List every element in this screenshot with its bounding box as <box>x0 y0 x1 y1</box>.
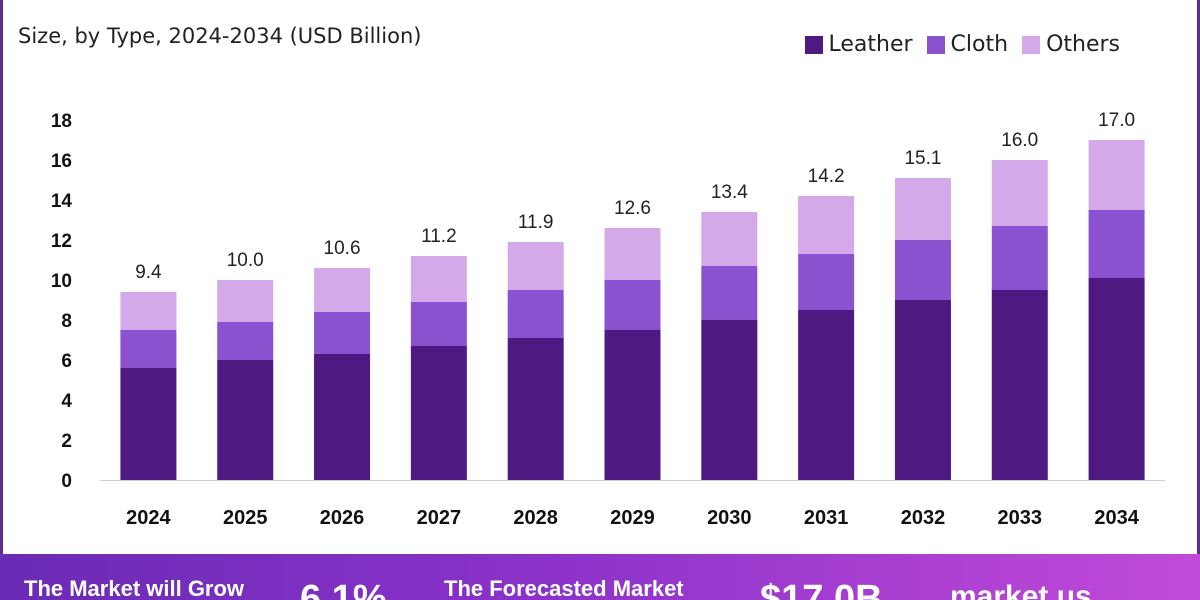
bar-segment-others <box>1088 140 1145 210</box>
bar-segment-others <box>217 280 274 322</box>
legend-label-others: Others <box>1046 32 1120 57</box>
bar-segment-others <box>991 160 1048 226</box>
y-tick-label: 12 <box>51 231 72 252</box>
bar-segment-leather <box>894 300 951 480</box>
y-tick-label: 4 <box>61 391 72 412</box>
legend-item-leather: Leather <box>804 32 913 57</box>
chart-legend: Leather Cloth Others <box>804 32 1120 57</box>
bar-total-label: 12.6 <box>614 198 651 219</box>
bar-segment-cloth <box>1088 210 1145 278</box>
bar-segment-leather <box>798 310 855 480</box>
bar-segment-others <box>314 268 371 312</box>
bar-segment-leather <box>120 368 177 480</box>
y-tick-label: 8 <box>61 311 72 332</box>
bar-segment-cloth <box>894 240 951 300</box>
legend-swatch-others <box>1022 35 1041 54</box>
bar-segment-cloth <box>701 266 758 320</box>
bar-segment-cloth <box>507 290 564 338</box>
legend-label-leather: Leather <box>828 32 913 57</box>
x-tick-label: 2027 <box>417 507 462 529</box>
x-tick-label: 2024 <box>126 507 171 529</box>
chart-subtitle: Size, by Type, 2024-2034 (USD Billion) <box>18 24 422 48</box>
x-tick-label: 2034 <box>1094 507 1139 529</box>
bar-segment-others <box>604 228 661 280</box>
x-tick-label: 2029 <box>610 507 655 529</box>
bar-segment-others <box>701 212 758 266</box>
footer-banner: The Market will Grow 6.1% The Forecasted… <box>0 554 1200 600</box>
x-tick-label: 2025 <box>223 507 268 529</box>
y-tick-label: 2 <box>61 431 72 452</box>
bar-total-label: 11.9 <box>518 212 554 233</box>
legend-swatch-cloth <box>926 35 945 54</box>
bar-segment-leather <box>507 338 564 480</box>
bar-segment-cloth <box>314 312 371 354</box>
legend-swatch-leather <box>804 35 823 54</box>
footer-grow-text: The Market will Grow <box>24 576 245 600</box>
stacked-bar-chart: 0 2 4 6 8 10 12 14 16 18 9.4 2024 10.0 2025 10.6 2026 11… <box>51 110 1165 529</box>
bar-segment-cloth <box>798 254 855 310</box>
bar-total-label: 10.6 <box>324 238 361 259</box>
bar-segment-leather <box>604 330 661 480</box>
bar-total-label: 13.4 <box>711 182 748 203</box>
footer-forecast-value: $17.0B <box>760 578 883 600</box>
x-tick-label: 2033 <box>998 507 1043 529</box>
footer-brand-logo: market.us <box>950 580 1092 600</box>
y-tick-label: 14 <box>51 191 73 212</box>
bar-segment-leather <box>217 360 274 480</box>
x-tick-label: 2026 <box>320 507 365 529</box>
bar-segment-cloth <box>410 302 467 346</box>
bar-segment-others <box>798 196 855 254</box>
footer-cagr-value: 6.1% <box>300 578 387 600</box>
bar-total-label: 9.4 <box>135 262 162 283</box>
bar-segment-leather <box>701 320 758 480</box>
bar-total-label: 10.0 <box>227 250 264 271</box>
y-tick-label: 18 <box>51 111 72 132</box>
x-tick-label: 2031 <box>804 507 849 529</box>
bar-segment-cloth <box>217 322 274 360</box>
bar-segment-leather <box>991 290 1048 480</box>
bar-total-label: 14.2 <box>808 166 845 187</box>
bar-segment-cloth <box>604 280 661 330</box>
y-tick-label: 6 <box>61 351 72 372</box>
legend-item-cloth: Cloth <box>926 32 1009 57</box>
bar-segment-others <box>894 178 951 240</box>
bar-segment-leather <box>1088 278 1145 480</box>
frame-right-border <box>1197 0 1200 600</box>
bar-total-label: 15.1 <box>904 148 941 169</box>
legend-item-others: Others <box>1022 32 1120 57</box>
bar-segment-leather <box>410 346 467 480</box>
bar-segment-others <box>507 242 564 290</box>
bar-segment-cloth <box>991 226 1048 290</box>
y-tick-label: 0 <box>61 471 72 492</box>
frame-left-border <box>0 0 3 600</box>
x-tick-label: 2032 <box>901 507 946 529</box>
y-tick-label: 16 <box>51 151 72 172</box>
bar-total-label: 16.0 <box>1001 130 1038 151</box>
footer-forecast-text: The Forecasted Market <box>444 576 684 600</box>
bar-segment-others <box>410 256 467 302</box>
bar-segment-others <box>120 292 177 330</box>
bar-total-label: 11.2 <box>421 226 457 247</box>
y-tick-label: 10 <box>51 271 72 292</box>
bar-total-label: 17.0 <box>1098 110 1135 131</box>
x-tick-label: 2028 <box>513 507 558 529</box>
bar-segment-leather <box>314 354 371 480</box>
legend-label-cloth: Cloth <box>950 32 1009 57</box>
x-tick-label: 2030 <box>707 507 752 529</box>
bar-segment-cloth <box>120 330 177 368</box>
